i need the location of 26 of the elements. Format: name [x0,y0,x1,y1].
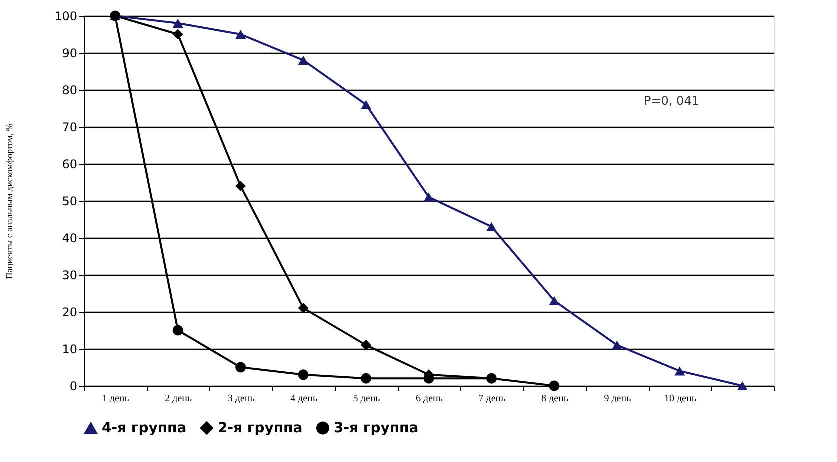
y-tick-label: 70 [62,120,78,134]
legend-label: 3-я группа [334,420,419,436]
x-tick-label: 8 день [541,394,569,404]
y-tick-label: 50 [62,194,78,208]
legend-label: 4-я группа [102,420,187,437]
y-axis-title: Пациенты с анальным дискомфортом, % [4,123,15,280]
x-tick-label: 4 день [290,394,318,404]
annotation: P=0, 041 [644,94,700,108]
y-tick-label: 10 [62,342,78,356]
x-tick-label: 1 день [102,394,130,404]
x-tick-label: 9 день [604,394,632,404]
y-tick-label: 0 [70,380,78,394]
y-tick-label: 30 [62,268,78,282]
legend-label: 2-я группа [218,420,303,436]
y-tick-label: 40 [62,232,78,246]
x-tick-label: 2 день [165,394,192,404]
y-tick-label: 60 [62,158,78,172]
x-tick-label: 5 день [353,394,381,404]
y-tick-label: 80 [62,84,78,98]
x-tick-label: 7 день [478,394,506,404]
x-tick-label: 3 день [228,394,256,404]
y-tick-label: 100 [54,10,78,24]
x-tick-label: 6 день [416,394,444,404]
y-tick-label: 90 [62,46,78,60]
y-tick-label: 20 [62,306,78,320]
x-tick-label: 10 день [664,394,697,404]
